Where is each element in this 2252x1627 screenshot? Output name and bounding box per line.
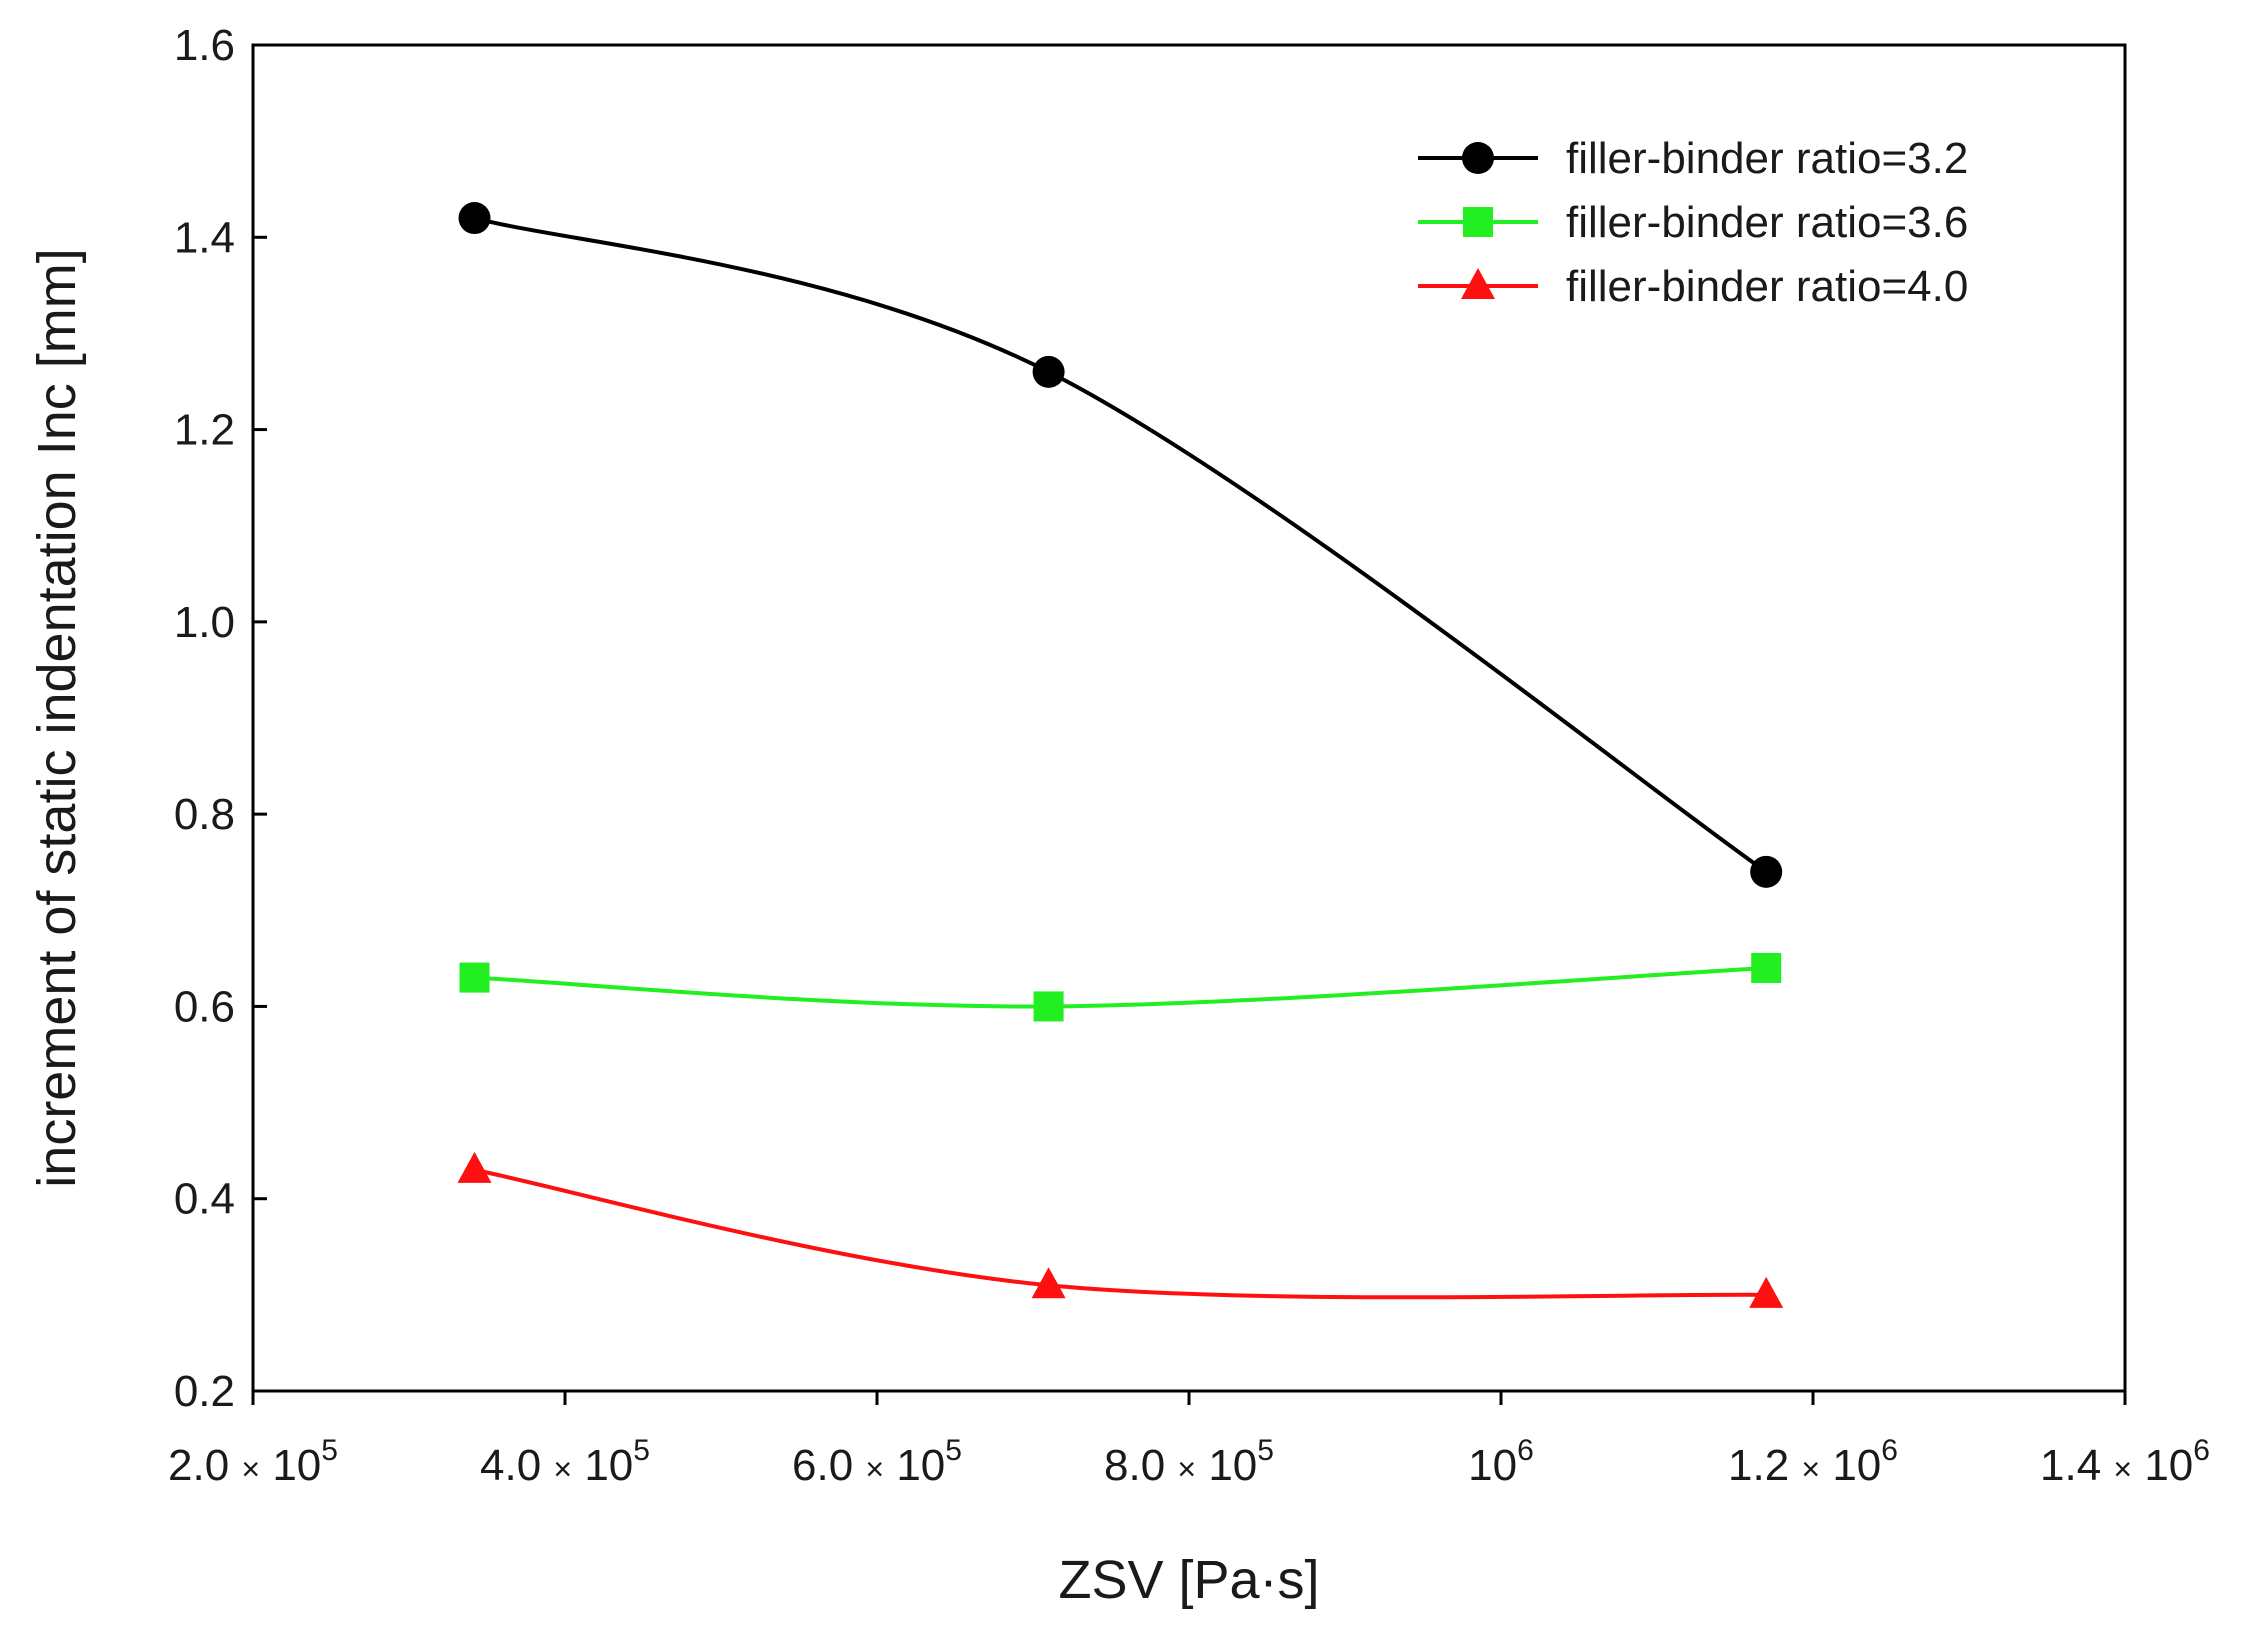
y-tick-label: 0.4 (174, 1175, 235, 1224)
y-tick-label: 1.6 (174, 21, 235, 70)
y-axis: 0.2 0.4 0.6 0.8 1.0 1.2 1.4 1.6 (174, 21, 267, 1416)
x-tick-label: 1.2 × 106 (1728, 1434, 1898, 1490)
legend-marker-triangle (1461, 268, 1495, 299)
data-point-square (1751, 952, 1782, 983)
y-tick-label: 1.4 (174, 213, 235, 262)
plot-series (457, 202, 1784, 1308)
y-tick-label: 0.2 (174, 1367, 235, 1416)
series-3 (457, 1151, 1784, 1308)
y-tick-label: 1.2 (174, 406, 235, 455)
legend: filler-binder ratio=3.2 filler-binder rat… (1418, 134, 1968, 311)
legend-marker-square (1463, 207, 1493, 237)
legend-label: filler-binder ratio=3.2 (1566, 134, 1968, 183)
x-tick-label: 2.0 × 105 (168, 1434, 338, 1490)
data-point-square (1033, 991, 1064, 1022)
y-axis-title: increment of static indentation Inc [mm] (27, 248, 87, 1187)
series-2 (459, 952, 1782, 1022)
series-line (474, 965, 1767, 1009)
y-tick-label: 0.8 (174, 790, 235, 839)
x-tick-label: 4.0 × 105 (480, 1434, 650, 1490)
data-point-circle (1032, 355, 1065, 388)
data-point-triangle (457, 1151, 492, 1183)
data-point-triangle (1749, 1276, 1784, 1308)
series-1 (458, 202, 1783, 888)
legend-label: filler-binder ratio=4.0 (1566, 262, 1968, 311)
x-tick-label: 1.4 × 106 (2040, 1434, 2210, 1490)
y-tick-label: 0.6 (174, 982, 235, 1031)
data-point-triangle (1031, 1267, 1066, 1299)
x-axis: 2.0 × 105 4.0 × 105 6.0 × 105 8.0 × 105 106 1… (168, 1391, 2210, 1490)
data-point-square (459, 962, 490, 993)
data-point-circle (1750, 855, 1783, 888)
y-tick-label: 1.0 (174, 598, 235, 647)
legend-marker-circle (1462, 142, 1494, 174)
x-tick-label: 6.0 × 105 (792, 1434, 962, 1490)
x-tick-label: 8.0 × 105 (1104, 1434, 1274, 1490)
legend-label: filler-binder ratio=3.6 (1566, 198, 1968, 247)
series-line (474, 216, 1768, 874)
data-point-circle (458, 202, 491, 235)
series-line (474, 1167, 1767, 1300)
x-tick-label: 106 (1468, 1434, 1534, 1490)
x-axis-title: ZSV [Pa·s] (1058, 1550, 1319, 1610)
